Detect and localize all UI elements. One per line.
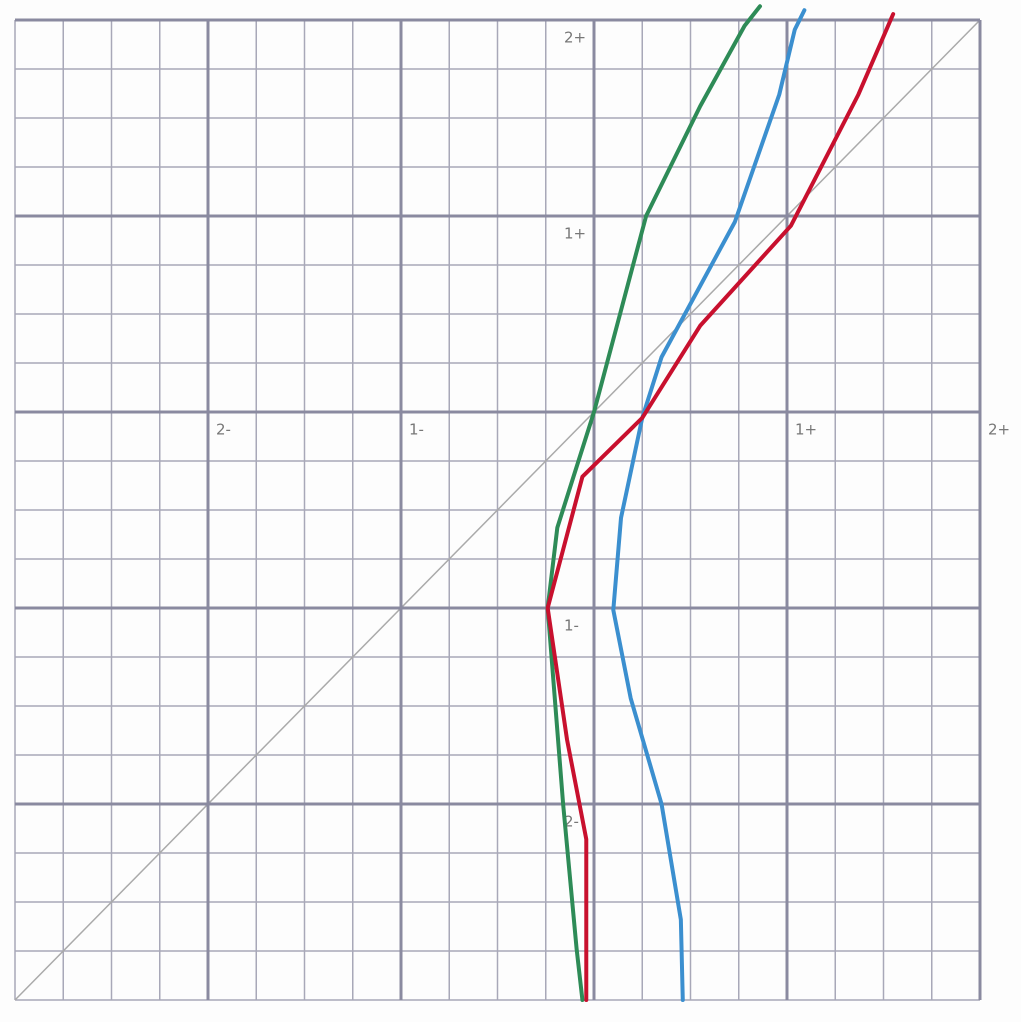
x-tick-label: 2+: [988, 421, 1010, 439]
y-tick-label: 1+: [564, 225, 586, 243]
x-tick-label: 1+: [795, 421, 817, 439]
y-tick-label: 1-: [564, 617, 579, 635]
x-tick-label: 2-: [216, 421, 231, 439]
x-tick-label: 1-: [409, 421, 424, 439]
paper: [0, 0, 1021, 1022]
chart: 2-1-1+2+2+1+1-2-: [0, 0, 1021, 1022]
y-tick-label: 2+: [564, 29, 586, 47]
